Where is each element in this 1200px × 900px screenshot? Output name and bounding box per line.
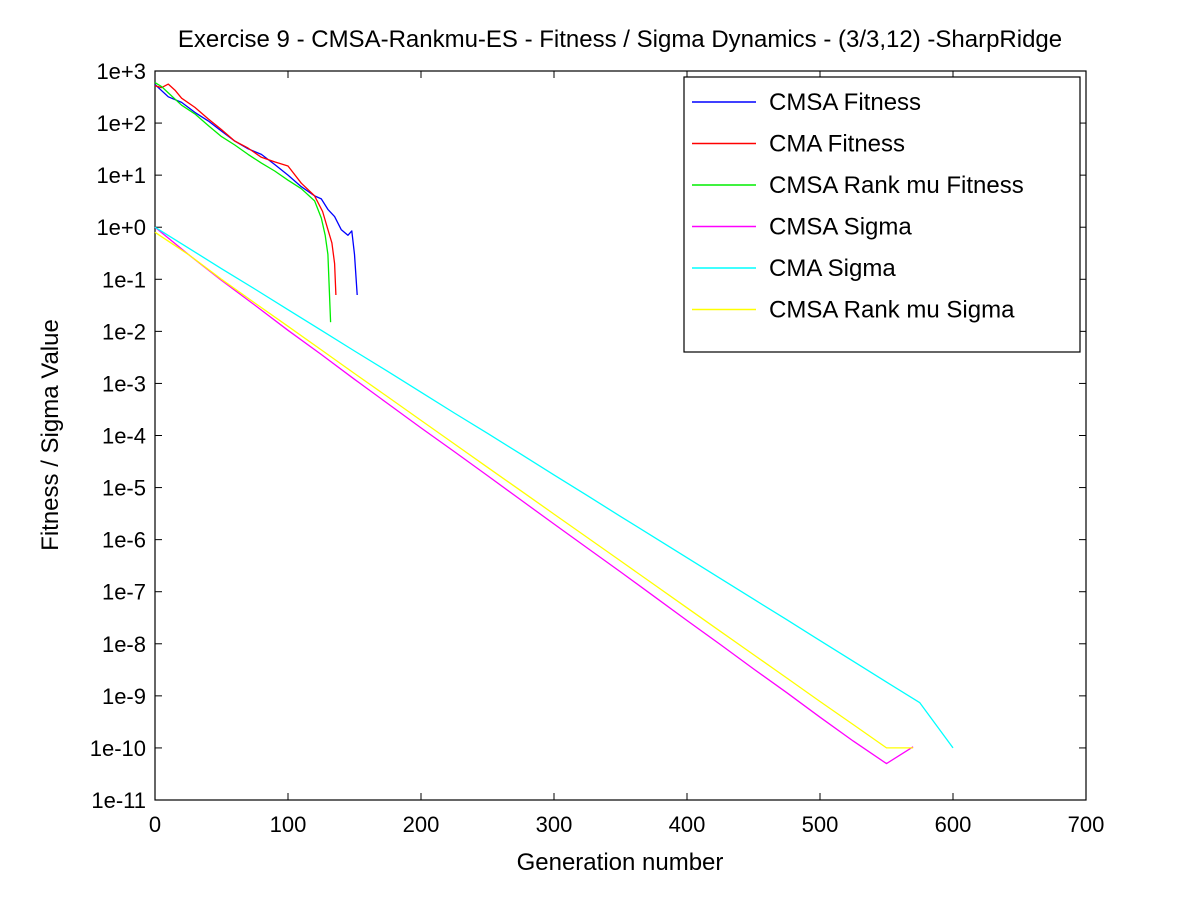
legend-label: CMSA Rank mu Fitness xyxy=(769,172,1024,199)
series-layer xyxy=(154,82,954,765)
legend-label: CMSA Fitness xyxy=(769,89,921,116)
series-line-cmsa-sigma xyxy=(154,226,914,765)
series-line-cmsa-fitness xyxy=(154,84,358,296)
x-tick-label: 600 xyxy=(935,812,972,837)
x-tick-label: 0 xyxy=(149,812,161,837)
series-line-cma-fitness xyxy=(154,83,337,296)
legend-label: CMSA Sigma xyxy=(769,214,912,241)
y-tick-label: 1e+0 xyxy=(96,215,146,240)
legend-label: CMSA Rank mu Sigma xyxy=(769,297,1015,324)
x-tick-label: 500 xyxy=(802,812,839,837)
series-line-cma-sigma xyxy=(154,226,954,749)
series-line-cmsa-rank-mu-sigma xyxy=(154,231,914,749)
y-tick-label: 1e-6 xyxy=(102,528,146,553)
y-tick-label: 1e-4 xyxy=(102,424,146,449)
y-tick-label: 1e-2 xyxy=(102,319,146,344)
legend: CMSA Fitness CMA Fitness CMSA Rank mu Fitn… xyxy=(683,76,1081,353)
legend-label: CMA Sigma xyxy=(769,255,896,282)
y-tick-label: 1e-3 xyxy=(102,371,146,396)
x-tick-label: 700 xyxy=(1068,812,1105,837)
x-tick-label: 300 xyxy=(536,812,573,837)
x-tick-label: 100 xyxy=(270,812,307,837)
y-tick-label: 1e-5 xyxy=(102,476,146,501)
y-tick-label: 1e+3 xyxy=(96,59,146,84)
y-tick-label: 1e-9 xyxy=(102,684,146,709)
x-axis-label: Generation number xyxy=(517,849,724,876)
y-tick-label: 1e+1 xyxy=(96,163,146,188)
x-tick-label: 400 xyxy=(669,812,706,837)
y-tick-label: 1e-1 xyxy=(102,267,146,292)
axis-ticks: 0 100 200 300 400 500 600 700 1e-11 1e-10 1e-9 1e-8… xyxy=(90,59,1105,837)
y-tick-label: 1e+2 xyxy=(96,111,146,136)
y-tick-label: 1e-10 xyxy=(90,736,146,761)
legend-box xyxy=(683,76,1081,353)
y-axis-label: Fitness / Sigma Value xyxy=(37,319,64,551)
y-tick-label: 1e-11 xyxy=(91,788,146,813)
chart-title: Exercise 9 - CMSA-Rankmu-ES - Fitness / … xyxy=(178,26,1062,53)
x-tick-label: 200 xyxy=(403,812,440,837)
y-tick-label: 1e-7 xyxy=(102,580,146,605)
legend-label: CMA Fitness xyxy=(769,131,905,158)
series-line-cmsa-rank-mu-fitness xyxy=(154,82,332,323)
y-tick-label: 1e-8 xyxy=(102,632,146,657)
